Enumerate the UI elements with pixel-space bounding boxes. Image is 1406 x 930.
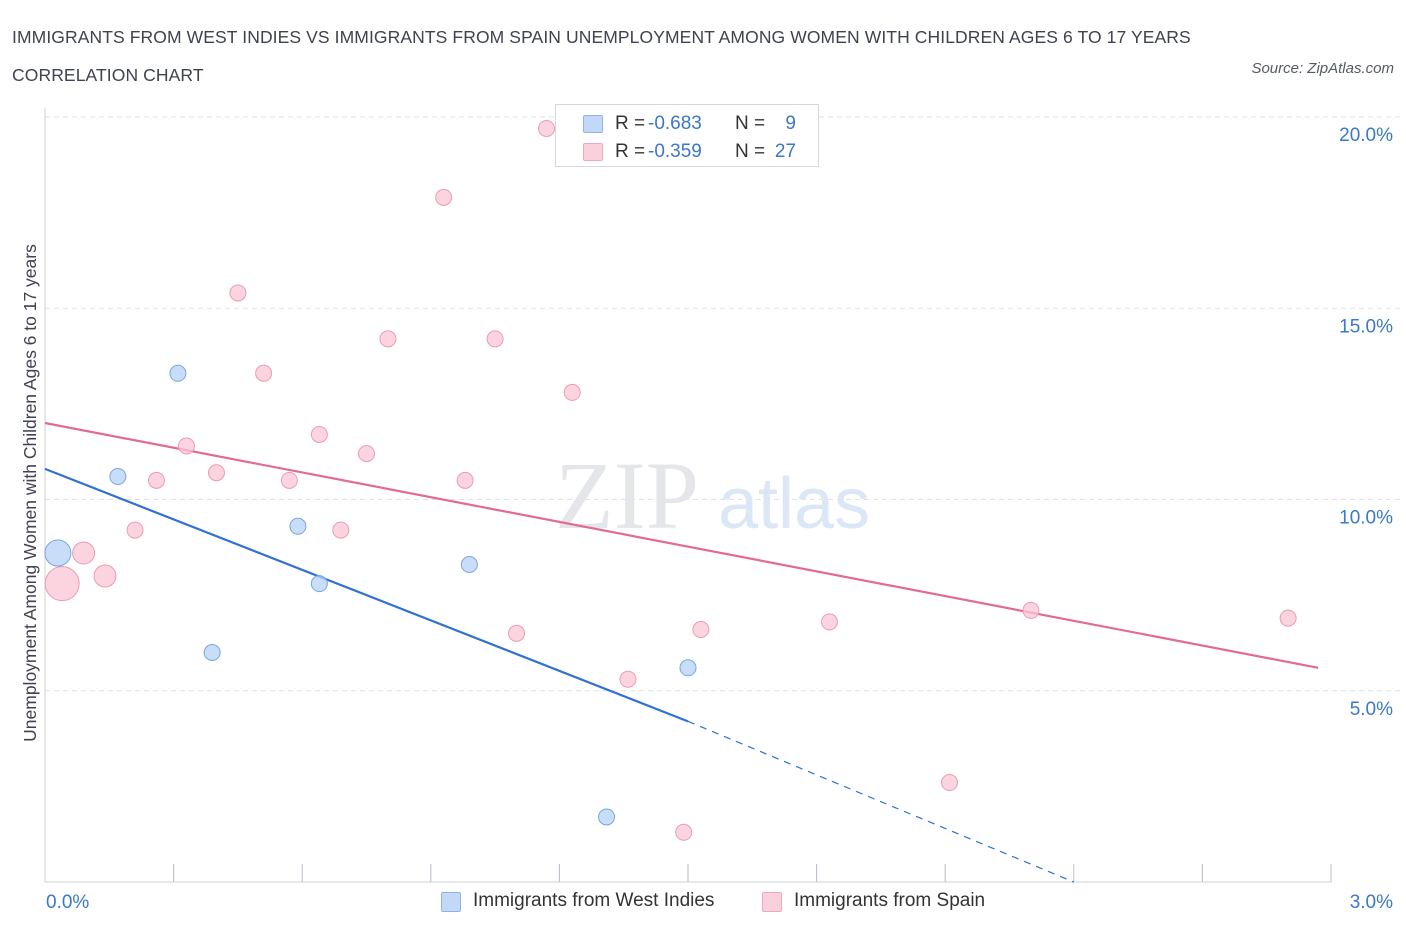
point-spain (435, 188, 453, 206)
point-spain (563, 383, 581, 401)
point-spain (147, 471, 165, 489)
source-label: Source: ZipAtlas.com (1251, 60, 1394, 77)
chart-title: IMMIGRANTS FROM WEST INDIES VS IMMIGRANT… (12, 27, 1191, 85)
stats-legend-row-west-indies: R = -0.683 N = 9 (556, 110, 818, 138)
legend-n-value: 27 (774, 141, 796, 162)
axes-layer (44, 108, 1332, 883)
point-spain (280, 471, 298, 489)
point-spain (72, 541, 96, 565)
trendline-west-indies-extrapolated (687, 720, 1075, 883)
watermark-atlas: atlas (718, 464, 870, 544)
point-west-indies (169, 364, 187, 382)
point-spain (379, 330, 397, 348)
point-spain (456, 471, 474, 489)
point-spain (255, 364, 273, 382)
point-spain (93, 564, 117, 588)
point-spain (675, 823, 693, 841)
point-west-indies (203, 644, 221, 661)
legend-r-label: R = (615, 141, 646, 162)
legend-r-label: R = (615, 113, 646, 134)
point-spain (332, 521, 350, 539)
point-spain (508, 624, 526, 642)
point-west-indies (460, 556, 478, 574)
y-tick-label: 5.0% (1350, 699, 1393, 720)
point-spain (619, 670, 637, 688)
stats-legend: R = -0.683 N = 9 R = -0.359 N = 27 (555, 104, 819, 167)
point-spain (940, 774, 958, 792)
point-spain (310, 425, 328, 443)
point-spain (229, 284, 247, 302)
legend-r-value: -0.683 (648, 113, 702, 134)
point-spain (538, 119, 556, 137)
watermark-zip: ZIP (555, 442, 699, 549)
trendlines-layer (44, 421, 1319, 883)
point-spain (207, 464, 225, 482)
point-spain (820, 613, 838, 631)
x-tick-label: 0.0% (46, 892, 89, 913)
point-spain (1279, 609, 1297, 627)
point-spain (486, 330, 504, 348)
y-tick-label: 15.0% (1339, 316, 1393, 337)
point-west-indies (598, 808, 616, 826)
series-legend-swatch-pink (762, 892, 782, 912)
trendline-spain (44, 421, 1319, 669)
legend-n-value: 9 (785, 113, 796, 134)
point-spain (44, 566, 80, 602)
series-legend: Immigrants from West Indies Immigrants f… (0, 886, 1406, 918)
legend-swatch-blue (583, 115, 603, 133)
tick-labels-layer: 5.0% 10.0% 15.0% 20.0% 0.0% 3.0% (46, 125, 1393, 913)
series-legend-label-spain: Immigrants from Spain (794, 890, 986, 911)
point-west-indies (310, 575, 328, 593)
y-tick-label: 20.0% (1339, 125, 1393, 146)
points-layer (44, 119, 1297, 841)
y-axis-label: Unemployment Among Women with Children A… (20, 244, 40, 742)
point-west-indies (679, 659, 697, 677)
watermark: ZIP atlas (555, 442, 870, 549)
y-tick-label: 10.0% (1339, 508, 1393, 529)
trendline-west-indies (44, 467, 689, 723)
point-spain (126, 521, 144, 539)
legend-r-value: -0.359 (648, 141, 702, 162)
legend-n-label: N = (735, 141, 766, 162)
point-west-indies (109, 468, 127, 486)
x-tick-label: 3.0% (1350, 892, 1393, 913)
point-spain (1022, 601, 1040, 619)
stats-legend-row-spain: R = -0.359 N = 27 (556, 138, 818, 166)
series-legend-swatch-blue (441, 892, 461, 912)
point-spain (358, 445, 375, 463)
point-west-indies (44, 539, 72, 567)
legend-n-label: N = (735, 113, 766, 134)
point-west-indies (289, 517, 307, 535)
legend-swatch-pink (583, 143, 603, 161)
series-legend-label-west-indies: Immigrants from West Indies (473, 890, 715, 911)
grid-layer (45, 116, 1401, 692)
point-spain (692, 621, 710, 639)
point-spain (177, 437, 195, 455)
